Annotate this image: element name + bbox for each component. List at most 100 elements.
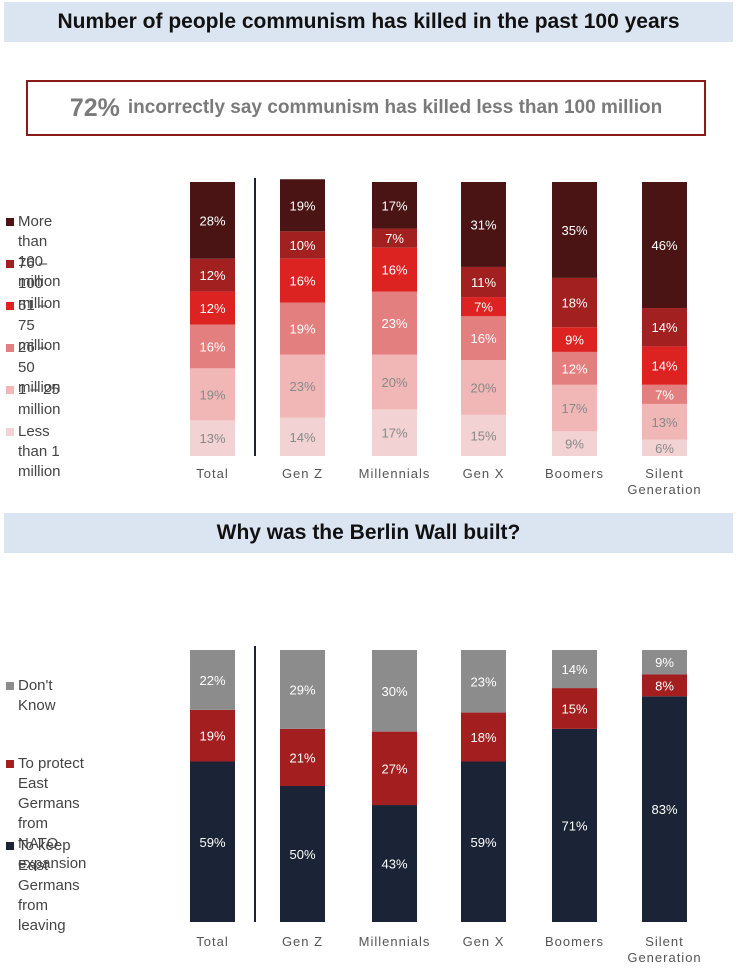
chart1-category-label: Boomers (545, 466, 604, 481)
chart2-bar-segment (552, 728, 597, 922)
chart2-bar-segment (552, 688, 597, 729)
chart2-category-label: Boomers (545, 934, 604, 949)
chart1-plot: 13% 19% 16% 12% 12% 28% Total 14% 23% 19% 16% 10% 19… (190, 178, 701, 497)
chart1-legend-item: 76 – 100 million (6, 254, 61, 314)
chart1-data-label: 18% (561, 296, 587, 311)
chart2-data-label: 23% (470, 674, 496, 689)
chart2-bar-segment (190, 650, 235, 710)
chart1-bar-segment (642, 384, 687, 404)
chart1-category-label: Silent (645, 466, 684, 481)
chart2-bar-segment (280, 650, 325, 729)
chart2-data-label: 22% (199, 673, 225, 688)
chart2-data-label: 71% (561, 818, 587, 833)
chart1-data-label: 46% (651, 238, 677, 253)
chart1-bar-segment (372, 291, 417, 355)
chart1-bar-segment (552, 182, 597, 278)
chart2-bar-segment (461, 650, 506, 713)
chart1-bar-segment (280, 417, 325, 456)
chart2-data-label: 50% (289, 847, 315, 862)
chart1-title-banner: Number of people communism has killed in… (4, 2, 733, 42)
chart1-bar-segment (642, 439, 687, 456)
chart2-bar-segment (461, 761, 506, 922)
chart1-legend-label: 51 – 75 million (18, 297, 61, 354)
chart1-bar-segment (280, 179, 325, 232)
chart1-data-label: 16% (289, 274, 315, 289)
chart1-data-label: 7% (474, 300, 493, 315)
chart1-data-label: 17% (381, 198, 407, 213)
chart1-data-label: 9% (565, 333, 584, 348)
chart1-legend-swatch (6, 386, 14, 394)
chart2-legend-item: Don't Know (6, 676, 56, 716)
chart1-bar-segment (552, 277, 597, 328)
chart1-data-label: 19% (289, 322, 315, 337)
chart2-data-label: 27% (381, 761, 407, 776)
chart2-category-label: Total (196, 934, 228, 949)
chart1-data-label: 16% (470, 331, 496, 346)
chart1-data-label: 14% (289, 430, 315, 445)
chart1-bar-segment (280, 354, 325, 418)
chart1-data-label: 10% (289, 238, 315, 253)
chart2-bar-segment (372, 650, 417, 732)
chart1-legend-swatch (6, 260, 14, 268)
chart1-data-label: 12% (199, 301, 225, 316)
chart1-legend-item: Less than 1 million (6, 422, 61, 482)
callout-box: 72% incorrectly say communism has killed… (26, 80, 706, 136)
chart2-category-label: Gen X (463, 934, 505, 949)
chart1-data-label: 16% (199, 339, 225, 354)
chart1-bar-segment (461, 316, 506, 361)
chart1-data-label: 28% (199, 213, 225, 228)
chart2-data-label: 83% (651, 802, 677, 817)
chart1-legend-item: 1 – 25 million (6, 380, 61, 420)
chart2-data-label: 21% (289, 750, 315, 765)
chart1-legend-label: 76 – 100 million (18, 255, 61, 312)
chart1-bar-segment (642, 346, 687, 385)
chart2-legend-label: To keep East Germans from leaving (18, 837, 80, 934)
chart2-category-label: Silent (645, 934, 684, 949)
chart1-data-label: 20% (470, 381, 496, 396)
chart1-title: Number of people communism has killed in… (57, 10, 680, 33)
chart1-data-label: 13% (199, 431, 225, 446)
chart1-bar-segment (642, 308, 687, 347)
chart2-bar-segment (461, 712, 506, 762)
chart1-bar-segment (372, 409, 417, 456)
chart2-bar-segment (280, 728, 325, 786)
chart1-bar-segment (280, 302, 325, 355)
chart1-legend-swatch (6, 302, 14, 310)
chart1-data-label: 20% (381, 375, 407, 390)
chart2-data-label: 30% (381, 684, 407, 699)
chart2-legend-swatch (6, 682, 14, 690)
chart1-bar-segment (190, 258, 235, 292)
chart1-data-label: 19% (289, 198, 315, 213)
chart1-data-label: 15% (470, 428, 496, 443)
chart2-data-label: 15% (561, 701, 587, 716)
chart1-bar-segment (552, 384, 597, 432)
chart1-bar-segment (372, 247, 417, 292)
chart1-bar-segment (552, 327, 597, 352)
chart1-legend-label: 1 – 25 million (18, 381, 61, 418)
chart1-legend-item: 26 – 50 million (6, 338, 61, 398)
chart1-legend-label: More than 100 million (18, 213, 61, 290)
chart1-category-label: Total (196, 466, 228, 481)
chart2-bar-segment (280, 786, 325, 922)
chart1-data-label: 14% (651, 359, 677, 374)
chart2-legend-label: Don't Know (18, 677, 56, 714)
chart2-plot: 59% 19% 22% Total 50% 21% 29% Gen Z 43% 27% 30% Mil… (190, 646, 701, 965)
chart2-data-label: 14% (561, 662, 587, 677)
chart1-bar-segment (461, 266, 506, 298)
chart1-data-label: 9% (565, 437, 584, 452)
chart1-legend-label: Less than 1 million (18, 423, 61, 480)
chart2-category-label: Generation (627, 950, 701, 965)
chart1-bar-segment (642, 403, 687, 440)
chart1-bar-segment (552, 431, 597, 456)
chart1-bar-segment (190, 368, 235, 421)
chart1-data-label: 23% (381, 316, 407, 331)
chart1-data-label: 7% (385, 231, 404, 246)
chart2-bar-segment (642, 674, 687, 697)
chart2-bar-segment (372, 805, 417, 922)
chart1-data-label: 14% (651, 320, 677, 335)
chart1-bar-segment (190, 182, 235, 259)
chart1-data-label: 23% (289, 379, 315, 394)
chart1-bar-segment (642, 182, 687, 309)
chart1-legend-swatch (6, 428, 14, 436)
callout-text: incorrectly say communism has killed les… (127, 97, 663, 118)
